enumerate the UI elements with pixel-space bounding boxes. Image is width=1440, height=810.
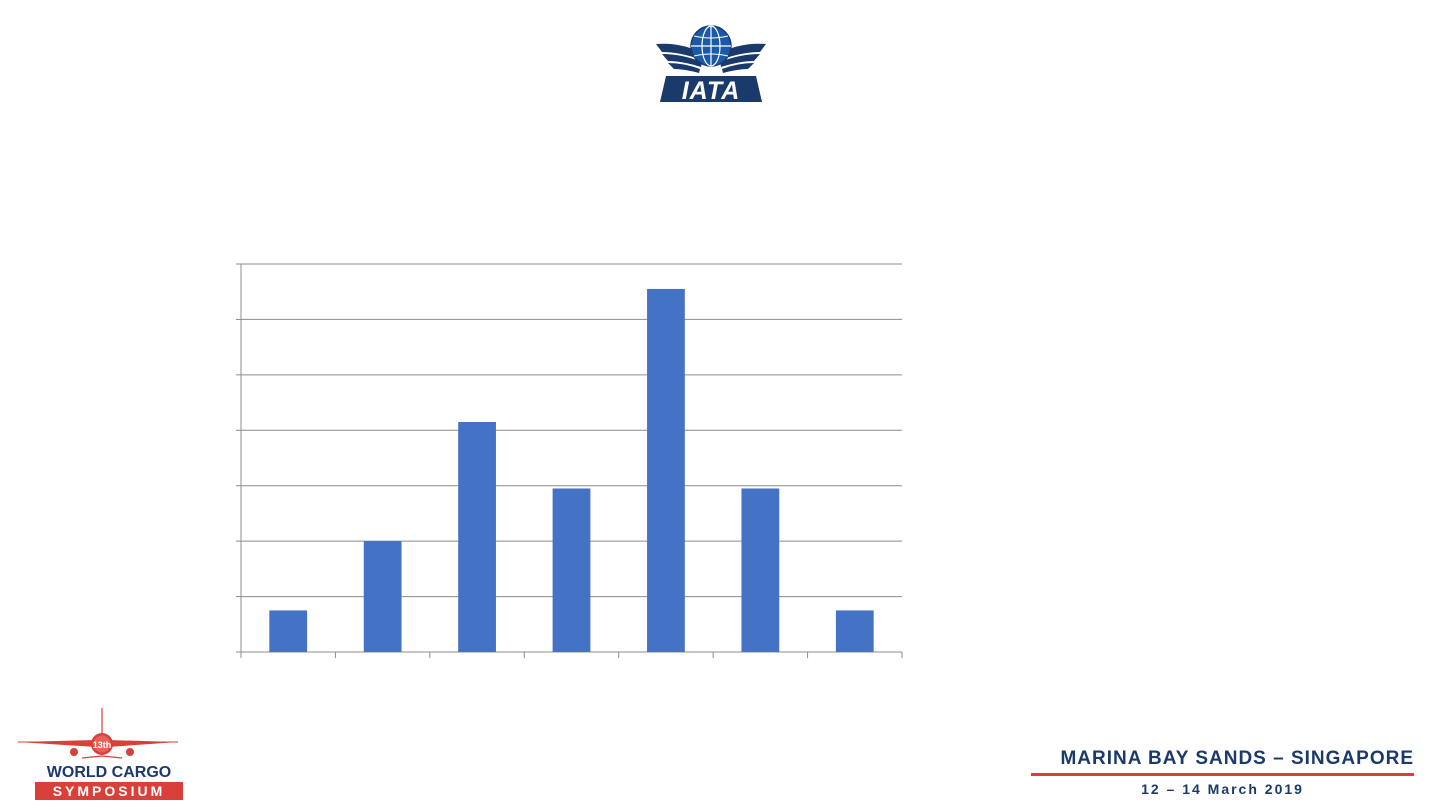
iata-logo-text: IATA [682,77,741,104]
venue-divider [1031,773,1414,776]
right-wing-icon [718,43,766,60]
iata-logo: IATA [656,25,766,104]
globe-icon [690,25,732,67]
bar-4 [647,288,685,652]
bar-3 [552,488,591,652]
bar-5 [741,488,780,652]
event-dates: 12 – 14 March 2019 [1141,781,1304,797]
airplane-icon: 13th [18,708,178,759]
left-wing-icon [656,43,704,60]
bar-2 [458,421,496,652]
world-cargo-symposium-logo: 13th WORLD CARGO SYMPOSIUM [16,706,183,802]
bar-0 [269,610,308,652]
event-name-line2: SYMPOSIUM [35,782,183,800]
venue-text: MARINA BAY SANDS – SINGAPORE [1060,748,1414,769]
bar-1 [363,541,402,652]
edition-badge: 13th [93,740,112,750]
bar-6 [835,610,874,652]
event-name-line1: WORLD CARGO [46,764,172,781]
